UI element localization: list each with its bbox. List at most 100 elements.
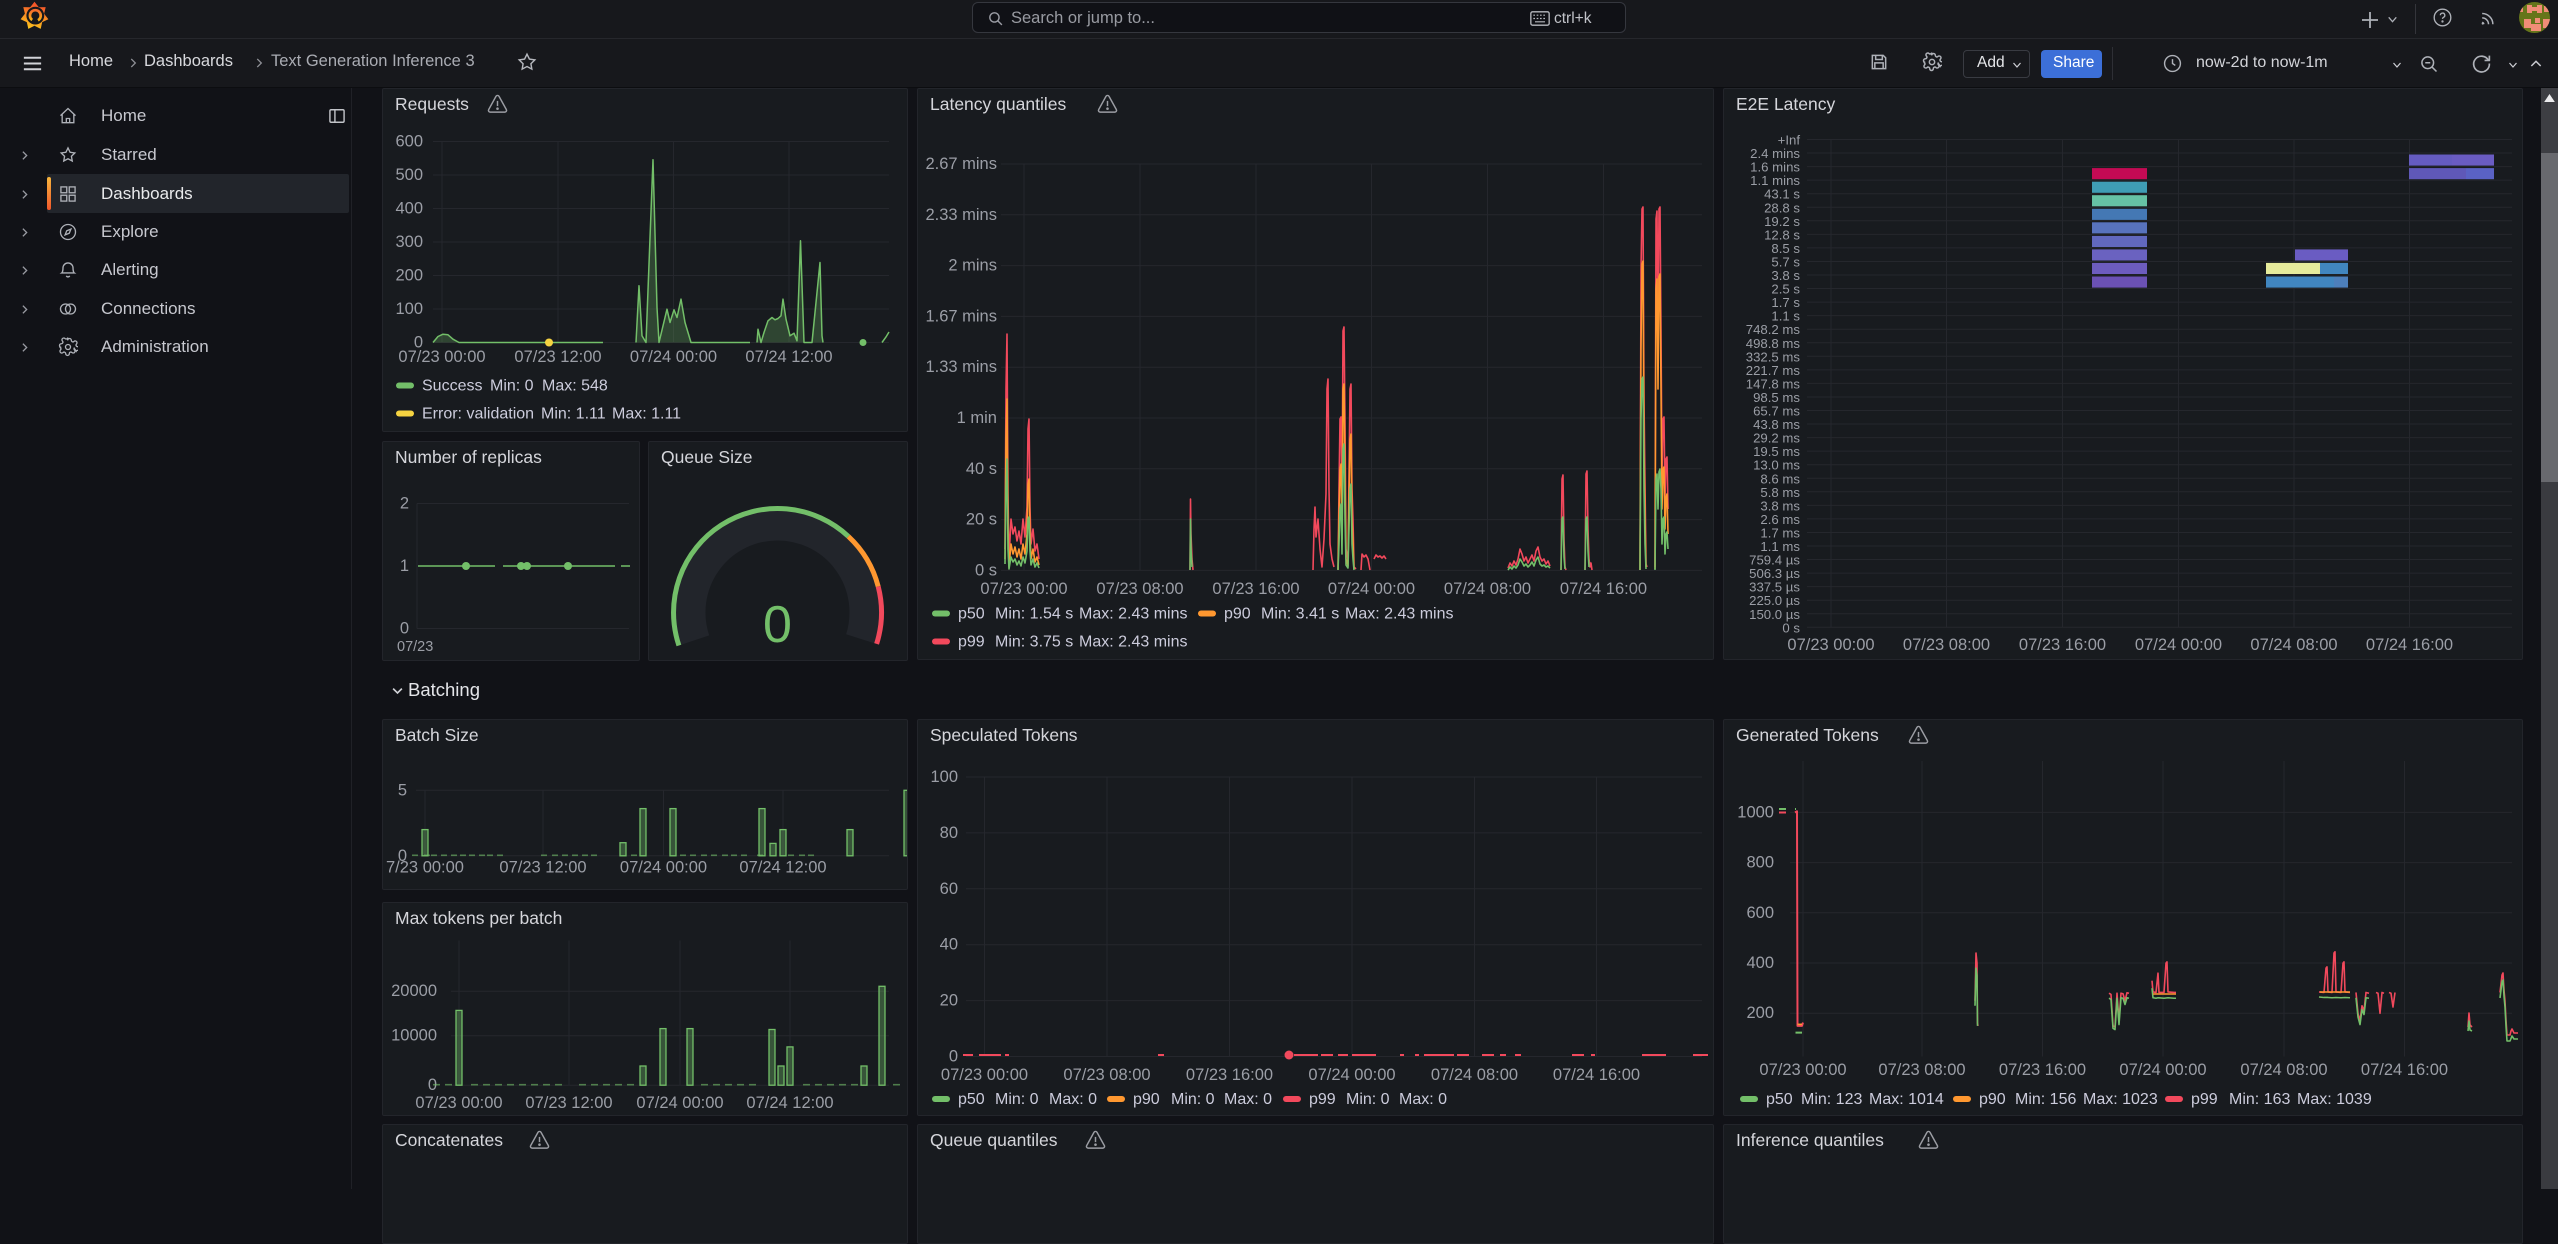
svg-text:1: 1 [400,557,409,575]
svg-text:0: 0 [763,596,792,654]
svg-text:07/23 16:00: 07/23 16:00 [1212,580,1299,598]
svg-text:07/24 16:00: 07/24 16:00 [2361,1061,2448,1079]
svg-text:1000: 1000 [1737,803,1774,821]
svg-text:p90: p90 [1979,1091,2006,1108]
svg-text:506.3 µs: 506.3 µs [1749,566,1800,581]
svg-text:07/23 16:00: 07/23 16:00 [2019,636,2106,654]
svg-text:8.6 ms: 8.6 ms [1760,471,1800,486]
svg-text:500: 500 [395,166,423,184]
svg-text:19.2 s: 19.2 s [1764,214,1800,229]
svg-text:29.2 ms: 29.2 ms [1753,431,1800,446]
svg-text:400: 400 [1746,954,1774,972]
svg-text:1.1 s: 1.1 s [1771,309,1800,324]
svg-text:07/23 12:00: 07/23 12:00 [525,1094,612,1112]
svg-text:2.4 mins: 2.4 mins [1750,146,1800,161]
svg-text:07/24 00:00: 07/24 00:00 [2135,636,2222,654]
svg-text:43.8 ms: 43.8 ms [1753,417,1800,432]
svg-text:80: 80 [940,824,958,842]
svg-text:Min: 0: Min: 0 [1171,1091,1215,1108]
svg-text:100: 100 [930,768,958,786]
svg-text:Min: 0: Min: 0 [995,1091,1039,1108]
svg-text:13.0 ms: 13.0 ms [1753,458,1800,473]
svg-text:p50: p50 [958,606,985,623]
svg-text:150.0 µs: 150.0 µs [1749,607,1800,622]
svg-text:Min: 0: Min: 0 [490,378,534,395]
svg-text:07/23 08:00: 07/23 08:00 [1063,1066,1150,1084]
svg-text:2: 2 [400,495,409,513]
svg-text:Min: 3.75 s: Min: 3.75 s [995,634,1073,651]
svg-text:2.67 mins: 2.67 mins [925,155,997,173]
svg-text:07/24 08:00: 07/24 08:00 [2250,636,2337,654]
svg-text:07/24 12:00: 07/24 12:00 [739,859,826,877]
svg-text:0: 0 [398,847,407,865]
svg-text:07/23 08:00: 07/23 08:00 [1878,1061,1965,1079]
svg-text:1.7 s: 1.7 s [1771,295,1800,310]
svg-text:07/23 08:00: 07/23 08:00 [1903,636,1990,654]
svg-text:p99: p99 [2191,1091,2218,1108]
svg-text:98.5 ms: 98.5 ms [1753,390,1800,405]
svg-text:3.8 s: 3.8 s [1771,268,1800,283]
svg-text:07/24 16:00: 07/24 16:00 [1553,1066,1640,1084]
svg-text:Min: 3.41 s: Min: 3.41 s [1261,606,1339,623]
svg-text:Min: 1.11: Min: 1.11 [541,406,606,423]
svg-text:07/24 16:00: 07/24 16:00 [2366,636,2453,654]
svg-text:498.8 ms: 498.8 ms [1746,336,1801,351]
svg-text:300: 300 [395,233,423,251]
svg-text:+Inf: +Inf [1778,133,1801,148]
svg-text:600: 600 [1746,904,1774,922]
svg-text:Max: 548: Max: 548 [542,378,608,395]
svg-text:3.8 ms: 3.8 ms [1760,498,1800,513]
svg-text:759.4 µs: 759.4 µs [1749,553,1800,568]
svg-text:40 s: 40 s [966,460,997,478]
svg-text:100: 100 [395,300,423,318]
svg-text:Max: 1014: Max: 1014 [1869,1091,1944,1108]
svg-text:07/24 08:00: 07/24 08:00 [1444,580,1531,598]
svg-text:07/24 08:00: 07/24 08:00 [2240,1061,2327,1079]
svg-text:5: 5 [398,781,407,799]
svg-text:28.8 s: 28.8 s [1764,200,1800,215]
svg-text:43.1 s: 43.1 s [1764,187,1800,202]
svg-text:2 mins: 2 mins [948,257,997,275]
svg-text:0: 0 [949,1048,958,1066]
svg-text:19.5 ms: 19.5 ms [1753,444,1800,459]
svg-text:65.7 ms: 65.7 ms [1753,404,1800,419]
svg-text:07/24 08:00: 07/24 08:00 [1431,1066,1518,1084]
svg-text:2.5 s: 2.5 s [1771,282,1800,297]
svg-text:07/24 00:00: 07/24 00:00 [630,348,717,366]
svg-text:1.1 mins: 1.1 mins [1750,173,1800,188]
svg-text:07/23 12:00: 07/23 12:00 [514,348,601,366]
svg-text:225.0 µs: 225.0 µs [1749,593,1800,608]
svg-text:p90: p90 [1133,1091,1160,1108]
svg-text:12.8 s: 12.8 s [1764,227,1800,242]
svg-text:07/23 00:00: 07/23 00:00 [415,1094,502,1112]
svg-text:200: 200 [1746,1004,1774,1022]
svg-text:332.5 ms: 332.5 ms [1746,349,1801,364]
svg-text:2.33 mins: 2.33 mins [925,206,997,224]
svg-text:20000: 20000 [391,982,437,1000]
svg-text:20: 20 [940,992,958,1010]
svg-text:07/24 00:00: 07/24 00:00 [620,859,707,877]
svg-text:Max: 1039: Max: 1039 [2297,1091,2372,1108]
svg-text:5.8 ms: 5.8 ms [1760,485,1800,500]
svg-text:40: 40 [940,936,958,954]
svg-text:07/23 00:00: 07/23 00:00 [1759,1061,1846,1079]
svg-text:337.5 µs: 337.5 µs [1749,580,1800,595]
svg-text:07/24 12:00: 07/24 12:00 [745,348,832,366]
svg-text:748.2 ms: 748.2 ms [1746,322,1801,337]
svg-text:8.5 s: 8.5 s [1771,241,1800,256]
svg-text:10000: 10000 [391,1027,437,1045]
svg-text:600: 600 [395,133,423,151]
svg-text:07/23 00:00: 07/23 00:00 [1787,636,1874,654]
svg-text:p50: p50 [1766,1091,1793,1108]
svg-text:Max: 0: Max: 0 [1399,1091,1447,1108]
svg-text:Min: 156: Min: 156 [2015,1091,2076,1108]
svg-text:07/23: 07/23 [397,639,433,655]
svg-text:1.7 ms: 1.7 ms [1760,525,1800,540]
svg-text:7/23 00:00: 7/23 00:00 [386,859,464,877]
svg-text:20 s: 20 s [966,511,997,529]
svg-text:p90: p90 [1224,606,1251,623]
svg-text:0: 0 [414,334,423,352]
svg-text:Max: 2.43 mins: Max: 2.43 mins [1345,606,1453,623]
svg-text:0: 0 [400,620,409,638]
svg-text:07/23 08:00: 07/23 08:00 [1096,580,1183,598]
